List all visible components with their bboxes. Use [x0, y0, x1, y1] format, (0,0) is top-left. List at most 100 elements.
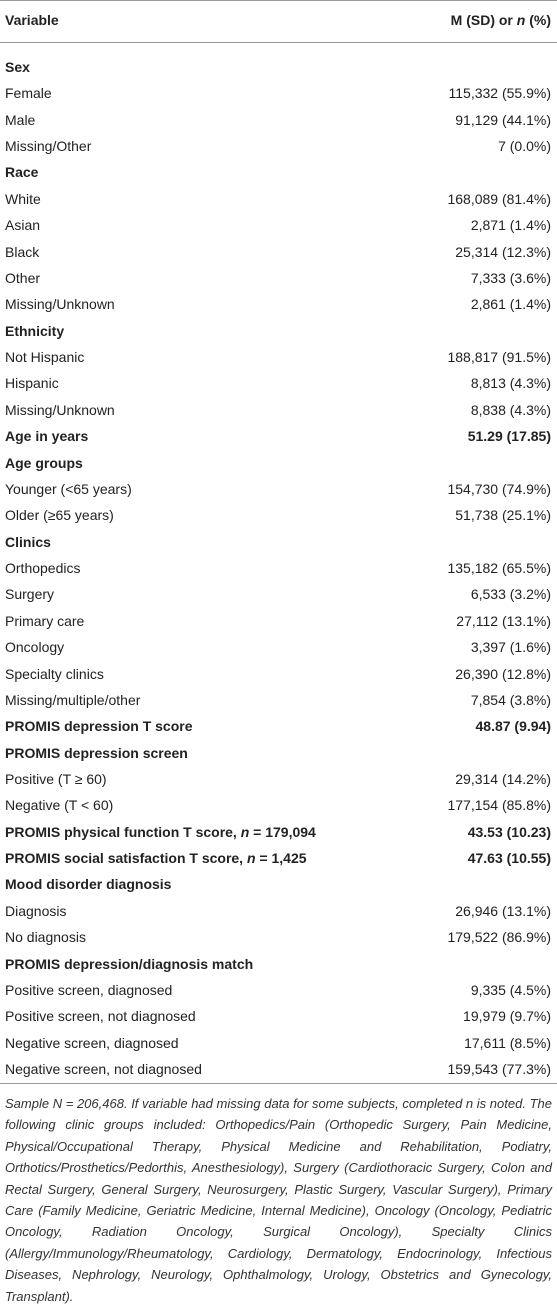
- row-label: Positive screen, not diagnosed: [5, 1008, 196, 1025]
- row-label: Other: [5, 269, 41, 286]
- section-row: Clinics: [0, 529, 557, 555]
- row-value: 51.29 (17.85): [467, 428, 551, 445]
- row-label: Male: [5, 111, 36, 128]
- row-label: Surgery: [5, 586, 55, 603]
- section-row: Age in years 51.29 (17.85): [0, 423, 557, 449]
- row-label: PROMIS depression screen: [5, 744, 188, 761]
- row-label: No diagnosis: [5, 929, 86, 946]
- data-row: Younger (<65 years) 154,730 (74.9%): [0, 476, 557, 502]
- row-label: Younger (<65 years): [5, 480, 132, 497]
- row-label: Missing/Unknown: [5, 401, 115, 418]
- row-value: 25,314 (12.3%): [455, 243, 551, 260]
- data-row: Older (≥65 years) 51,738 (25.1%): [0, 502, 557, 528]
- text-part: = 1,425: [255, 850, 307, 867]
- row-label: Diagnosis: [5, 902, 67, 919]
- data-row: Oncology 3,397 (1.6%): [0, 634, 557, 660]
- data-row: Diagnosis 26,946 (13.1%): [0, 898, 557, 924]
- row-label: Older (≥65 years): [5, 507, 114, 524]
- row-label: Negative (T < 60): [5, 797, 114, 814]
- row-label: Orthopedics: [5, 560, 81, 577]
- row-label: PROMIS physical function T score, n = 17…: [5, 819, 316, 845]
- data-row: Hispanic 8,813 (4.3%): [0, 370, 557, 396]
- text-part: n: [246, 850, 256, 867]
- data-row: Positive (T ≥ 60) 29,314 (14.2%): [0, 766, 557, 792]
- data-row: Primary care 27,112 (13.1%): [0, 608, 557, 634]
- data-row: Surgery 6,533 (3.2%): [0, 581, 557, 607]
- data-row: Black 25,314 (12.3%): [0, 239, 557, 265]
- row-label: PROMIS depression T score: [5, 718, 193, 735]
- row-label: Race: [5, 164, 39, 181]
- row-value: 179,522 (86.9%): [447, 929, 551, 946]
- row-value: 26,946 (13.1%): [455, 902, 551, 919]
- row-value: 135,182 (65.5%): [447, 560, 551, 577]
- data-row: White 168,089 (81.4%): [0, 186, 557, 212]
- row-label: Not Hispanic: [5, 349, 85, 366]
- row-value: 26,390 (12.8%): [455, 665, 551, 682]
- row-value: 7 (0.0%): [498, 138, 551, 155]
- top-rule: [0, 0, 557, 1]
- row-label: Variable: [5, 12, 59, 28]
- data-row: Not Hispanic 188,817 (91.5%): [0, 344, 557, 370]
- section-row: Sex: [0, 54, 557, 80]
- row-label: Missing/multiple/other: [5, 691, 141, 708]
- text-part: n: [240, 823, 250, 840]
- text-part: M (SD) or: [450, 12, 517, 28]
- row-value: 7,333 (3.6%): [470, 269, 551, 286]
- row-label: Ethnicity: [5, 322, 65, 339]
- row-label: Positive screen, diagnosed: [5, 981, 173, 998]
- row-value: 9,335 (4.5%): [470, 981, 551, 998]
- row-value: 2,871 (1.4%): [470, 217, 551, 234]
- data-row: Negative screen, not diagnosed 159,543 (7…: [0, 1056, 557, 1082]
- section-row: Mood disorder diagnosis: [0, 871, 557, 897]
- section-row: Race: [0, 159, 557, 185]
- section-row: PROMIS depression T score 48.87 (9.94): [0, 713, 557, 739]
- row-value: 51,738 (25.1%): [455, 507, 551, 524]
- row-label: Sex: [5, 59, 30, 75]
- row-value: 19,979 (9.7%): [463, 1008, 551, 1025]
- section-row: PROMIS depression screen: [0, 740, 557, 766]
- row-value: 168,089 (81.4%): [447, 190, 551, 207]
- row-label: Specialty clinics: [5, 665, 104, 682]
- row-value: 6,533 (3.2%): [470, 586, 551, 603]
- row-value: 47.63 (10.55): [467, 850, 551, 867]
- data-row: Missing/Other 7 (0.0%): [0, 133, 557, 159]
- row-label: Black: [5, 243, 40, 260]
- data-row: Other 7,333 (3.6%): [0, 265, 557, 291]
- section-row: PROMIS social satisfaction T score, n = …: [0, 845, 557, 871]
- text-part: n: [516, 12, 526, 28]
- text-part: PROMIS physical function T score,: [5, 823, 241, 840]
- text-part: = 179,094: [249, 823, 316, 840]
- text-part: (%): [525, 12, 551, 28]
- row-value: 2,861 (1.4%): [470, 296, 551, 313]
- row-value: 43.53 (10.23): [467, 823, 551, 840]
- row-label: Missing/Unknown: [5, 296, 115, 313]
- text-part: PROMIS social satisfaction T score,: [5, 850, 247, 867]
- data-row: Missing/Unknown 8,838 (4.3%): [0, 397, 557, 423]
- row-label: Oncology: [5, 639, 65, 656]
- row-label: Age in years: [5, 428, 89, 445]
- row-value: 188,817 (91.5%): [447, 349, 551, 366]
- row-label: Asian: [5, 217, 41, 234]
- row-label: Negative screen, not diagnosed: [5, 1061, 202, 1078]
- row-value: 48.87 (9.94): [475, 718, 552, 735]
- section-row: PROMIS depression/diagnosis match: [0, 951, 557, 977]
- data-row: Negative (T < 60) 177,154 (85.8%): [0, 792, 557, 818]
- data-row: Negative screen, diagnosed 17,611 (8.5%): [0, 1030, 557, 1056]
- bottom-rule: [0, 1083, 557, 1084]
- row-value: 29,314 (14.2%): [455, 770, 551, 787]
- section-row: Ethnicity: [0, 318, 557, 344]
- row-value: M (SD) or n (%): [451, 7, 551, 33]
- data-row: Female 115,332 (55.9%): [0, 80, 557, 106]
- row-label: PROMIS social satisfaction T score, n = …: [5, 845, 307, 871]
- row-value: 3,397 (1.6%): [470, 639, 551, 656]
- data-row: Missing/Unknown 2,861 (1.4%): [0, 291, 557, 317]
- row-value: 17,611 (8.5%): [464, 1034, 551, 1051]
- data-row: Asian 2,871 (1.4%): [0, 212, 557, 238]
- row-label: Age groups: [5, 454, 83, 471]
- row-value: 154,730 (74.9%): [447, 480, 551, 497]
- row-value: 8,813 (4.3%): [470, 375, 551, 392]
- data-row: Specialty clinics 26,390 (12.8%): [0, 661, 557, 687]
- row-value: 159,543 (77.3%): [447, 1061, 551, 1078]
- data-row: Male 91,129 (44.1%): [0, 107, 557, 133]
